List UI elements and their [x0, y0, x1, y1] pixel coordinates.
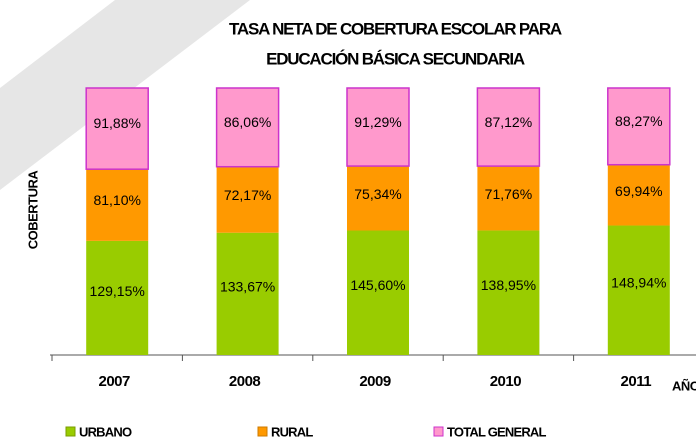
bar-segment: [85, 87, 149, 170]
x-tick-label: 2008: [229, 373, 261, 390]
data-label: 138,95%: [481, 277, 536, 293]
data-label: 91,29%: [354, 114, 401, 130]
chart-title: EDUCACIÓN BÁSICA SECUNDARIA: [266, 49, 525, 68]
bar-segment: [346, 87, 410, 167]
legend-swatch: [433, 426, 444, 437]
data-label: 69,94%: [615, 183, 662, 199]
x-tick-label: 2010: [490, 373, 522, 390]
bar-segment: [347, 166, 409, 231]
data-label: 133,67%: [220, 278, 275, 294]
chart-title: TASA NETA DE COBERTURA ESCOLAR PARA: [229, 19, 562, 38]
y-axis-label: COBERTURA: [25, 170, 40, 250]
legend-swatch: [65, 426, 76, 437]
data-label: 88,27%: [615, 113, 662, 129]
x-axis-label: AÑO: [672, 378, 696, 393]
data-label: 129,15%: [90, 283, 145, 299]
legend-label: URBANO: [79, 424, 132, 439]
bar-segment: [477, 166, 540, 231]
data-label: 91,88%: [93, 115, 140, 131]
legend-label: RURAL: [271, 424, 313, 439]
bar-segment: [607, 164, 670, 226]
bar-segment: [86, 240, 149, 355]
bar-segment: [216, 166, 279, 233]
bar-segment: [607, 87, 671, 166]
bar-segment: [216, 232, 279, 355]
legend-label: TOTAL GENERAL: [447, 424, 547, 439]
data-label: 71,76%: [485, 186, 532, 202]
data-label: 148,94%: [611, 274, 666, 290]
data-label: 145,60%: [350, 277, 405, 293]
x-tick-label: 2011: [621, 373, 652, 390]
data-label: 81,10%: [93, 192, 140, 208]
x-tick-label: 2009: [359, 373, 391, 390]
data-label: 75,34%: [354, 186, 401, 202]
bar-segment: [215, 87, 280, 168]
data-label: 87,12%: [485, 114, 532, 130]
x-tick-label: 2007: [99, 373, 131, 390]
data-label: 72,17%: [224, 187, 271, 203]
bar-segment: [86, 169, 149, 241]
legend-swatch: [257, 426, 268, 437]
data-label: 86,06%: [224, 114, 271, 130]
bar-segment: [477, 230, 540, 355]
background-stripe: [0, 0, 115, 88]
bar-segment: [607, 225, 670, 355]
bar-segment: [347, 230, 409, 355]
bar-segment: [476, 87, 541, 167]
